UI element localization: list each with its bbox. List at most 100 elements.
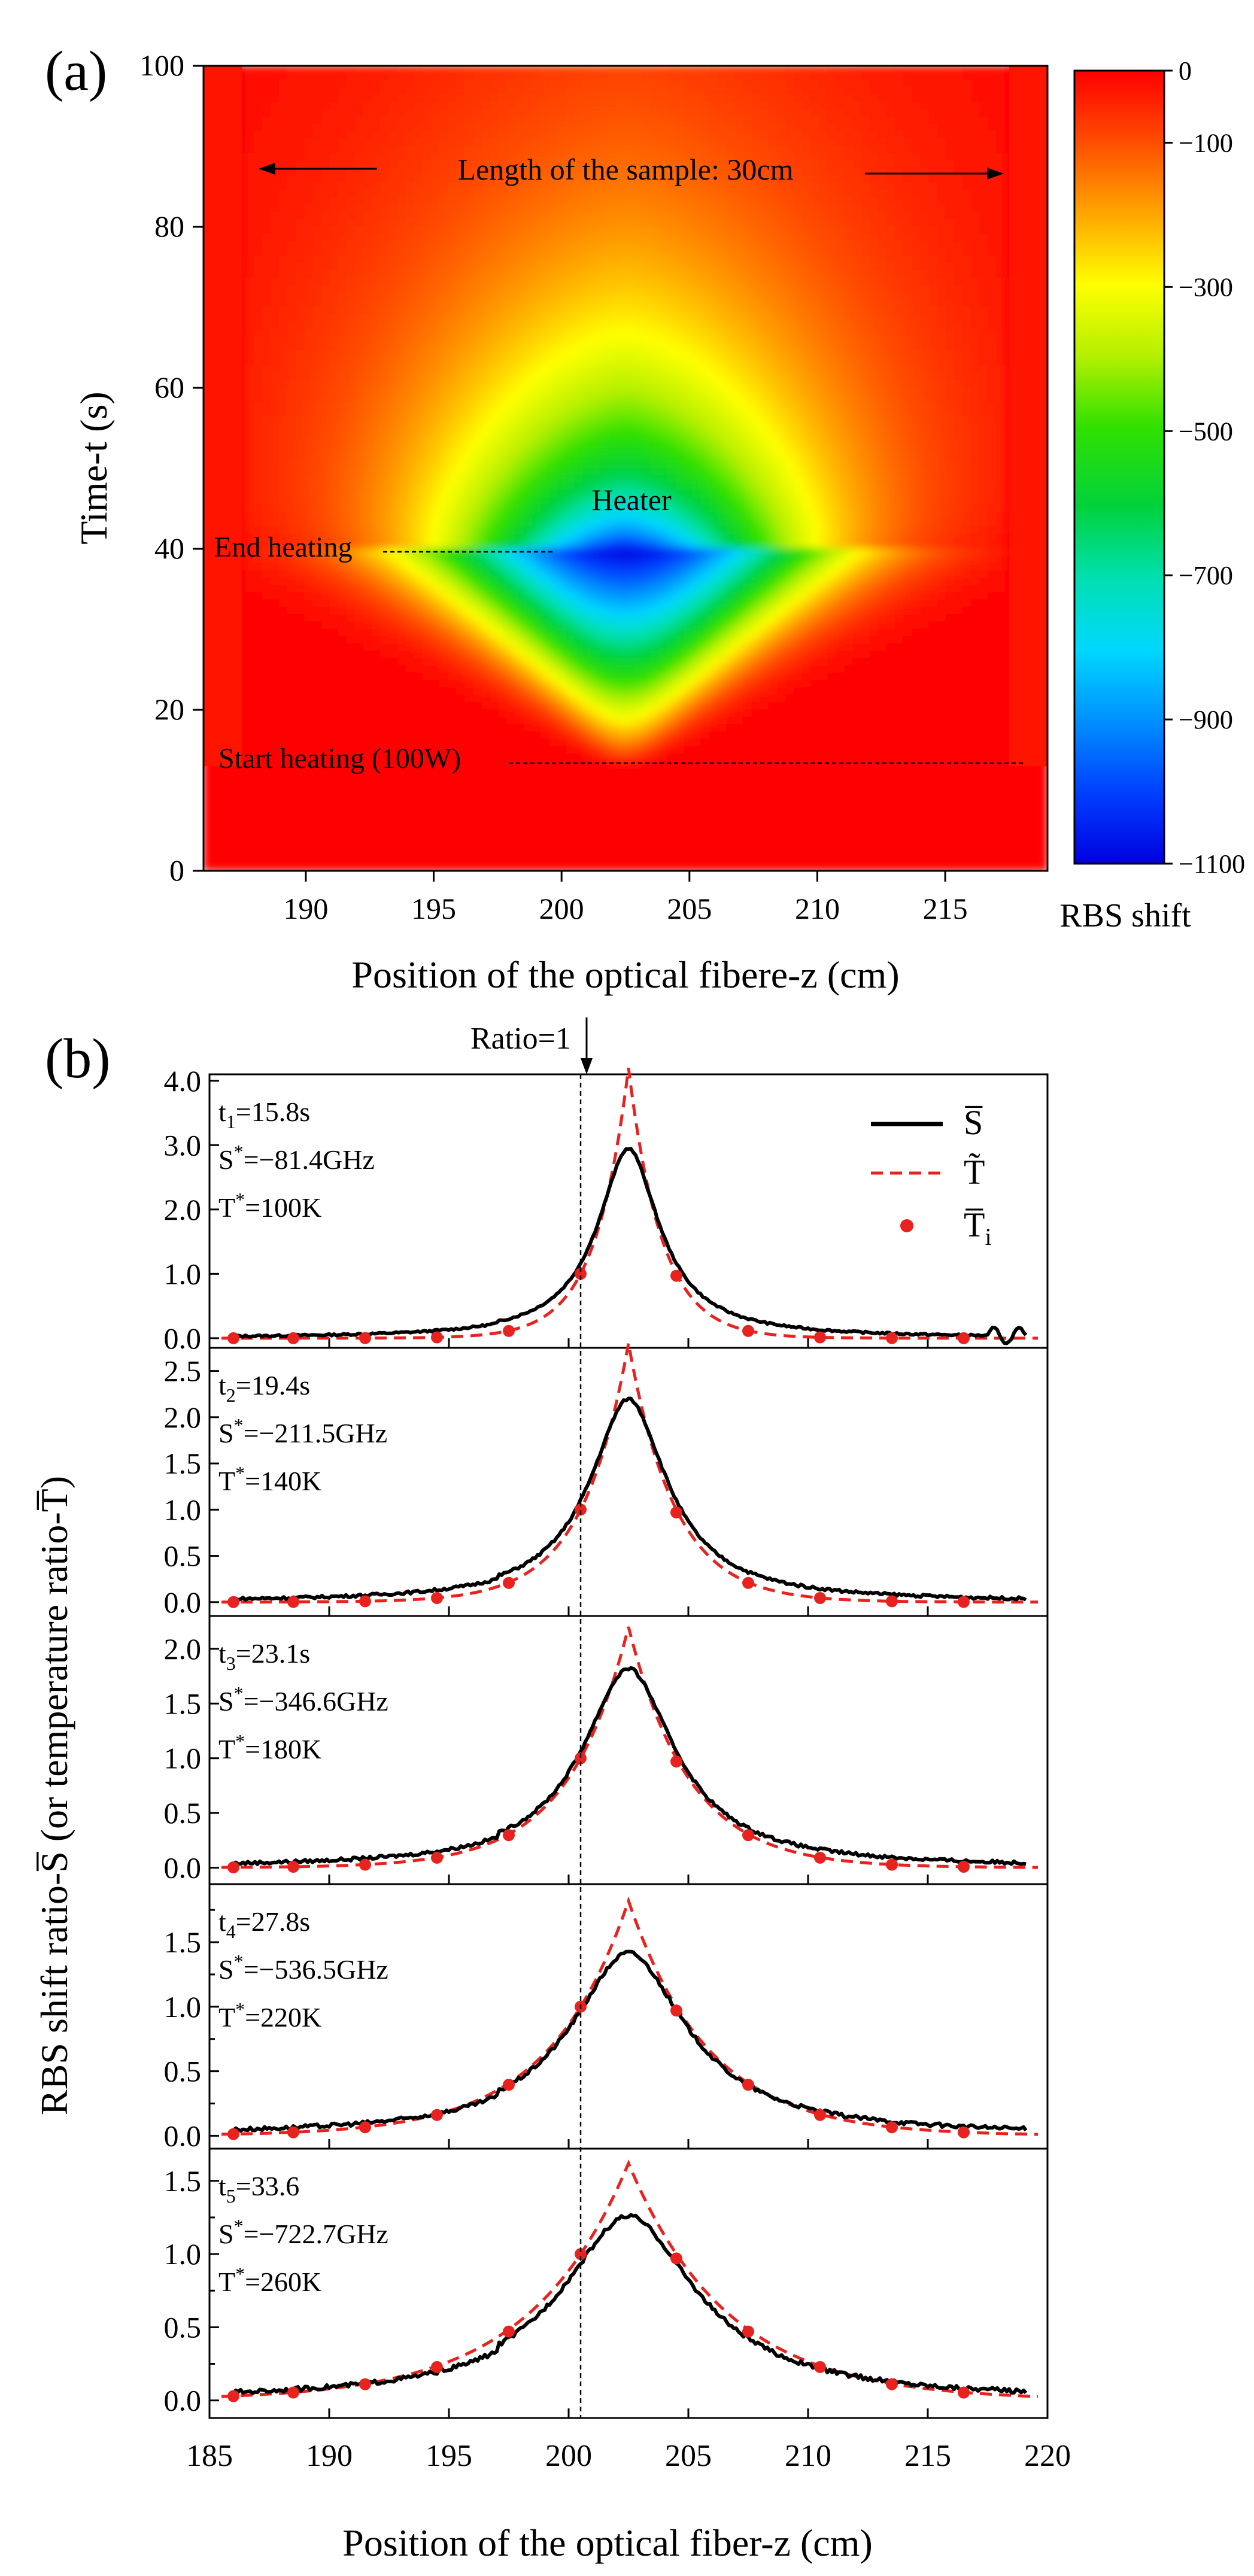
heatmap-cell: [523, 138, 533, 147]
heatmap-cell: [532, 145, 542, 154]
heatmap-cell: [430, 321, 441, 330]
heatmap-cell: [354, 233, 365, 242]
heatmap-cell: [270, 255, 280, 265]
heatmap-cell: [456, 168, 466, 177]
heatmap-cell: [447, 263, 457, 272]
heatmap-cell: [692, 241, 702, 250]
heatmap-cell: [852, 343, 863, 352]
heatmap-cell: [785, 350, 795, 360]
heatmap-cell: [996, 241, 1006, 250]
heatmap-cell: [304, 314, 314, 323]
heatmap-cell: [827, 226, 837, 235]
heatmap-cell: [363, 160, 373, 169]
heatmap-cell: [253, 168, 263, 177]
heatmap-cell: [675, 248, 685, 257]
heatmap-cell: [650, 372, 660, 381]
heatmap-cell: [414, 160, 424, 169]
heatmap-cell: [836, 145, 846, 154]
heatmap-cell: [988, 365, 998, 374]
heatmap-cell: [920, 160, 930, 169]
heatmap-cell: [523, 299, 533, 308]
heatmap-cell: [642, 131, 652, 140]
heatmap-cell: [928, 226, 939, 235]
heatmap-cell: [700, 299, 711, 308]
heatmap-cell: [726, 409, 736, 418]
heatmap-cell: [430, 284, 441, 293]
heatmap-cell: [886, 189, 897, 199]
heatmap-cell: [372, 182, 382, 191]
heatmap-cell: [928, 358, 939, 367]
heatmap-cell: [354, 379, 365, 388]
heatmap-cell: [591, 409, 601, 418]
heatmap-cell: [321, 329, 331, 338]
heatmap-cell: [380, 182, 390, 191]
heatmap-cell: [616, 416, 626, 426]
heatmap-cell: [372, 218, 382, 227]
heatmap-cell: [388, 197, 399, 206]
heatmap-cell: [760, 416, 770, 426]
heatmap-cell: [667, 189, 677, 199]
heatmap-cell: [794, 109, 804, 118]
heatmap-cell: [700, 394, 711, 403]
heatmap-cell: [802, 409, 812, 418]
heatmap-cell: [253, 424, 263, 433]
heatmap-cell: [743, 197, 753, 206]
heatmap-cell: [312, 160, 323, 169]
heatmap-cell: [684, 123, 694, 132]
heatmap-cell: [937, 365, 947, 374]
heatmap-cell: [684, 204, 694, 213]
heatmap-cell: [996, 306, 1006, 315]
heatmap-cell: [405, 241, 415, 250]
heatmap-cell: [734, 218, 745, 227]
heatmap-cell: [262, 72, 272, 81]
heatmap-cell: [675, 306, 685, 315]
heatmap-cell: [827, 211, 837, 220]
heatmap-cell: [751, 350, 761, 360]
heatmap-cell: [650, 153, 660, 162]
heatmap-cell: [979, 379, 989, 388]
heatmap-cell: [278, 379, 289, 388]
heatmap-cell: [945, 277, 955, 286]
heatmap-cell: [979, 255, 989, 265]
heatmap-cell: [861, 87, 871, 96]
heatmap-cell: [718, 358, 728, 367]
heatmap-cell: [506, 168, 517, 177]
heatmap-cell: [447, 102, 457, 111]
heatmap-cell: [363, 329, 373, 338]
heatmap-cell: [633, 175, 643, 184]
heatmap-cell: [296, 233, 306, 242]
heatmap-cell: [785, 72, 795, 81]
heatmap-cell: [430, 329, 441, 338]
heatmap-cell: [532, 394, 542, 403]
heatmap-cell: [743, 416, 753, 426]
heatmap-cell: [743, 409, 753, 418]
heatmap-cell: [363, 402, 373, 411]
heatmap-cell: [498, 255, 508, 265]
heatmap-cell: [296, 409, 306, 418]
heatmap-cell: [920, 402, 930, 411]
heatmap-cell: [304, 168, 314, 177]
heatmap-cell: [928, 241, 939, 250]
heatmap-cell: [245, 263, 255, 272]
heatmap-cell: [684, 226, 694, 235]
heatmap-cell: [979, 197, 989, 206]
heatmap-cell: [760, 409, 770, 418]
heatmap-cell: [549, 358, 559, 367]
heatmap-cell: [794, 424, 804, 433]
heatmap-cell: [245, 211, 255, 220]
heatmap-cell: [920, 145, 930, 154]
heatmap-cell: [582, 270, 593, 279]
heatmap-cell: [422, 299, 432, 308]
heatmap-cell: [414, 94, 424, 104]
heatmap-cell: [430, 255, 441, 265]
heatmap-cell: [405, 72, 415, 81]
heatmap-cell: [262, 197, 272, 206]
heatmap-cell: [253, 94, 263, 104]
heatmap-cell: [481, 94, 491, 104]
heatmap-cell: [861, 358, 871, 367]
heatmap-cell: [971, 211, 981, 220]
heatmap-cell: [566, 197, 576, 206]
heatmap-cell: [464, 329, 475, 338]
heatmap-cell: [329, 284, 339, 293]
heatmap-cell: [616, 94, 626, 104]
